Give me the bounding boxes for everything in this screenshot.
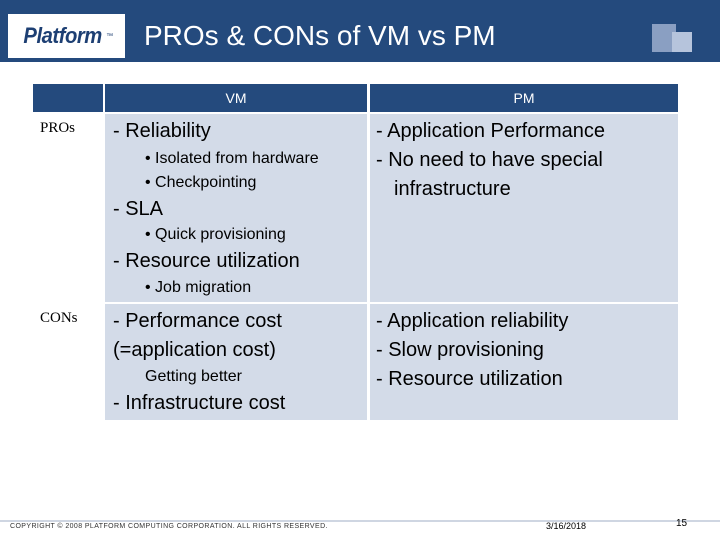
text-quick-provisioning: • Quick provisioning xyxy=(145,226,286,243)
text-performance-cost: - Performance cost xyxy=(113,310,282,332)
text-application-performance: - Application Performance xyxy=(376,120,606,142)
text-reliability: - Reliability xyxy=(113,120,211,142)
header-empty-cell xyxy=(33,84,103,112)
row-label-cell-pros: PROs xyxy=(33,114,103,302)
text-infrastructure-cost: - Infrastructure cost xyxy=(113,392,286,414)
text-slow-provisioning: - Slow provisioning xyxy=(376,339,544,361)
col-header-pm: PM xyxy=(370,84,678,112)
row-label-pros: PROs xyxy=(40,120,76,136)
text-checkpointing: • Checkpointing xyxy=(145,174,257,191)
text-application-reliability: - Application reliability xyxy=(376,310,569,332)
text-application-cost: (=application cost) xyxy=(113,339,276,361)
text-infrastructure: infrastructure xyxy=(394,178,511,200)
page-number: 15 xyxy=(676,518,688,529)
text-sla: - SLA xyxy=(113,198,164,220)
row-label-cons: CONs xyxy=(40,310,78,326)
cell-cons-pm: - Application reliability - Slow provisi… xyxy=(370,304,678,420)
col-header-vm: VM xyxy=(105,84,367,112)
cell-cons-vm: - Performance cost (=application cost) G… xyxy=(105,304,367,420)
text-isolated: • Isolated from hardware xyxy=(145,150,319,167)
logo-text: Platform xyxy=(23,23,102,48)
text-resource-utilization-cons: - Resource utilization xyxy=(376,368,563,390)
text-no-need: - No need to have special xyxy=(376,149,603,171)
logo-trademark: ™ xyxy=(106,32,114,40)
slide-title: PROs & CONs of VM vs PM xyxy=(144,20,496,51)
cell-pros-pm: - Application Performance - No need to h… xyxy=(370,114,678,302)
cell-pros-vm: - Reliability • Isolated from hardware •… xyxy=(105,114,367,302)
corner-squares-icon xyxy=(652,24,696,54)
footer-divider xyxy=(0,520,720,522)
text-resource-utilization: - Resource utilization xyxy=(113,250,300,272)
platform-logo: Platform ™ xyxy=(8,14,125,58)
text-job-migration: • Job migration xyxy=(145,279,252,296)
copyright-text: Copyright © 2008 Platform Computing Corp… xyxy=(10,523,328,530)
comparison-table: VM PM PROs - Reliability • Isolated from… xyxy=(33,84,678,420)
text-getting-better: Getting better xyxy=(145,368,242,385)
slide-date: 3/16/2018 xyxy=(546,521,587,531)
slide-header: Platform ™ PROs & CONs of VM vs PM xyxy=(0,0,720,62)
row-label-cell-cons: CONs xyxy=(33,304,103,420)
